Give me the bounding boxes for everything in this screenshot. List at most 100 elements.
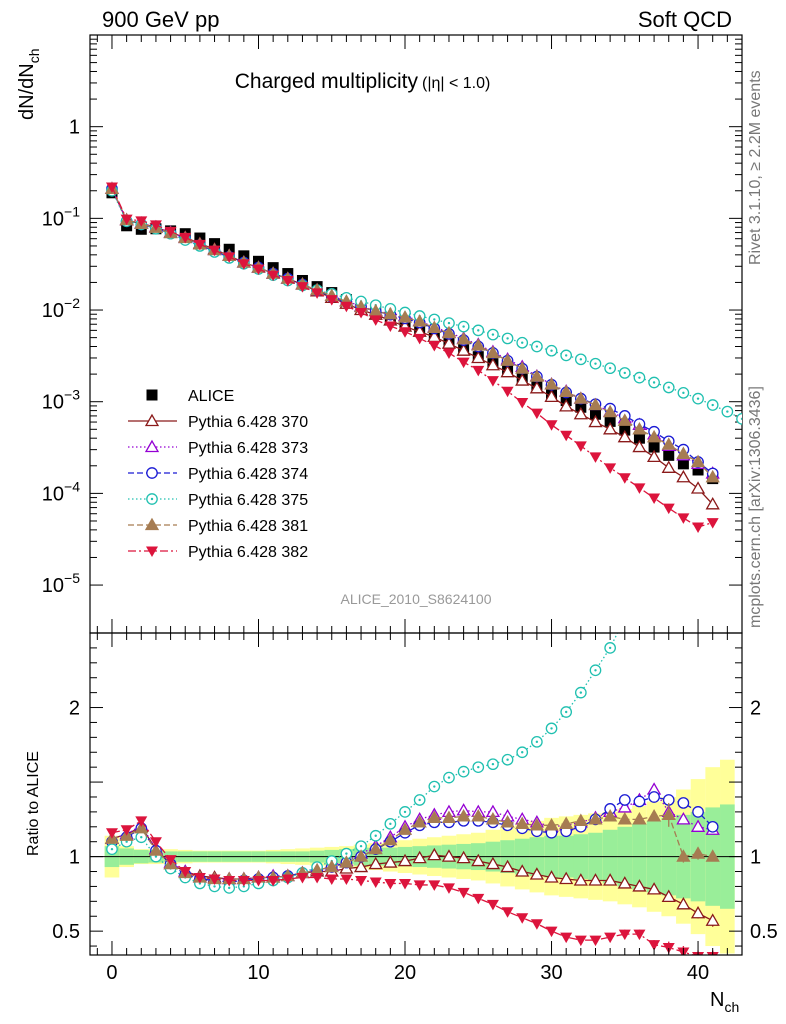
ratio-point-dot	[608, 646, 612, 650]
main-y-tick-label: 1	[69, 117, 80, 139]
ratio-point	[661, 889, 676, 903]
data-point-dot	[535, 345, 539, 348]
ratio-point	[560, 932, 573, 944]
ratio-point	[690, 846, 706, 859]
main-y-tick-label: 10−3	[42, 387, 80, 414]
data-point-dot	[564, 354, 568, 357]
legend-label: ALICE	[188, 388, 234, 405]
ratio-point-dot	[491, 762, 495, 766]
ratio-point	[340, 874, 353, 885]
ratio-point	[428, 880, 441, 891]
legend-marker	[146, 389, 158, 401]
side-note-bottom: mcplots.cern.ch [arXiv:1306.3436]	[747, 386, 764, 628]
ratio-point	[500, 859, 515, 873]
ratio-point	[383, 855, 398, 868]
legend-marker	[146, 467, 158, 479]
data-point	[661, 437, 676, 450]
data-point-dot	[477, 329, 480, 332]
data-point-dot	[462, 325, 465, 328]
ratio-point-dot	[447, 776, 451, 779]
data-point	[736, 413, 742, 425]
ratio-x-tick-label: 10	[247, 962, 269, 984]
legend-item: Pythia 6.428 375	[128, 492, 308, 509]
header-left: 900 GeV pp	[102, 7, 219, 32]
ratio-ticks: 0 10 20 30 40 0.5 0.5 1 1 2 2	[52, 632, 778, 984]
ratio-y-tick-label: 0.5	[52, 921, 80, 943]
ratio-point	[179, 867, 192, 878]
ratio-point	[412, 850, 427, 864]
main-ticks: 1 10−1 10−2 10−3 10−4 10−5	[42, 34, 743, 633]
ratio-point	[677, 797, 690, 809]
data-point	[456, 331, 471, 345]
ratio-point	[544, 870, 559, 883]
data-point	[690, 481, 706, 494]
data-point	[530, 408, 543, 420]
data-point	[559, 384, 574, 398]
ratio-point	[427, 810, 442, 824]
data-point	[413, 333, 426, 345]
ratio-point	[646, 809, 662, 822]
ratio-point	[648, 791, 660, 803]
ratio-point	[559, 871, 574, 885]
legend-item: Pythia 6.428 382	[128, 544, 308, 561]
ratio-point	[559, 816, 574, 829]
data-point	[223, 252, 236, 263]
ratio-point	[588, 812, 603, 825]
ratio-point	[633, 795, 646, 808]
ratio-point	[164, 855, 177, 866]
legend-item: Pythia 6.428 381	[128, 517, 308, 535]
data-point	[604, 463, 617, 474]
ratio-point	[135, 816, 148, 827]
data-point-dot	[667, 386, 670, 389]
ratio-point	[353, 859, 369, 873]
ratio-point-dot	[624, 617, 626, 619]
data-point	[589, 408, 601, 420]
data-point	[471, 350, 486, 364]
legend-label: Pythia 6.428 370	[188, 414, 308, 431]
data-point	[427, 320, 442, 333]
ratio-point	[339, 855, 354, 868]
ratio-point	[646, 882, 662, 895]
ratio-point	[618, 794, 631, 806]
ratio-point	[501, 907, 514, 918]
ratio-point	[676, 849, 691, 862]
ratio-point-dot	[653, 572, 655, 574]
ratio-series-5	[105, 816, 719, 955]
data-point-dot	[711, 403, 714, 407]
data-point	[252, 264, 265, 276]
ratio-point	[325, 874, 338, 885]
ratio-point	[193, 872, 206, 884]
data-point	[574, 441, 587, 452]
ratio-point-dot	[711, 453, 713, 455]
data-point	[428, 341, 441, 352]
data-point	[516, 398, 529, 409]
data-point	[311, 288, 324, 299]
data-point	[560, 430, 573, 442]
data-point	[663, 449, 675, 461]
data-point-dot	[652, 381, 656, 384]
ratio-point	[324, 859, 339, 873]
ratio-point	[515, 816, 530, 829]
ratio-point	[412, 815, 427, 828]
legend-item: Pythia 6.428 373	[128, 439, 308, 457]
data-point	[500, 353, 515, 366]
ratio-point	[516, 913, 529, 924]
ratio-point	[692, 806, 704, 818]
ratio-point	[267, 875, 280, 887]
data-point	[369, 315, 382, 326]
ratio-point	[456, 809, 471, 822]
ratio-point	[649, 568, 659, 578]
data-point	[340, 301, 353, 313]
ratio-panel: 0 10 20 30 40 0.5 0.5 1 1 2 2 Ratio to ALICE	[25, 453, 778, 984]
ratio-point	[353, 849, 369, 862]
ratio-point-dot	[564, 710, 568, 714]
data-point-dot	[491, 333, 495, 336]
legend-label: Pythia 6.428 375	[188, 492, 308, 509]
data-point-dot	[638, 376, 641, 379]
ratio-point-dot	[345, 852, 348, 855]
legend-marker	[144, 517, 160, 531]
data-point	[603, 404, 618, 418]
plot-title-suffix: (|η| < 1.0)	[422, 75, 490, 92]
ratio-point-dot	[403, 810, 407, 814]
